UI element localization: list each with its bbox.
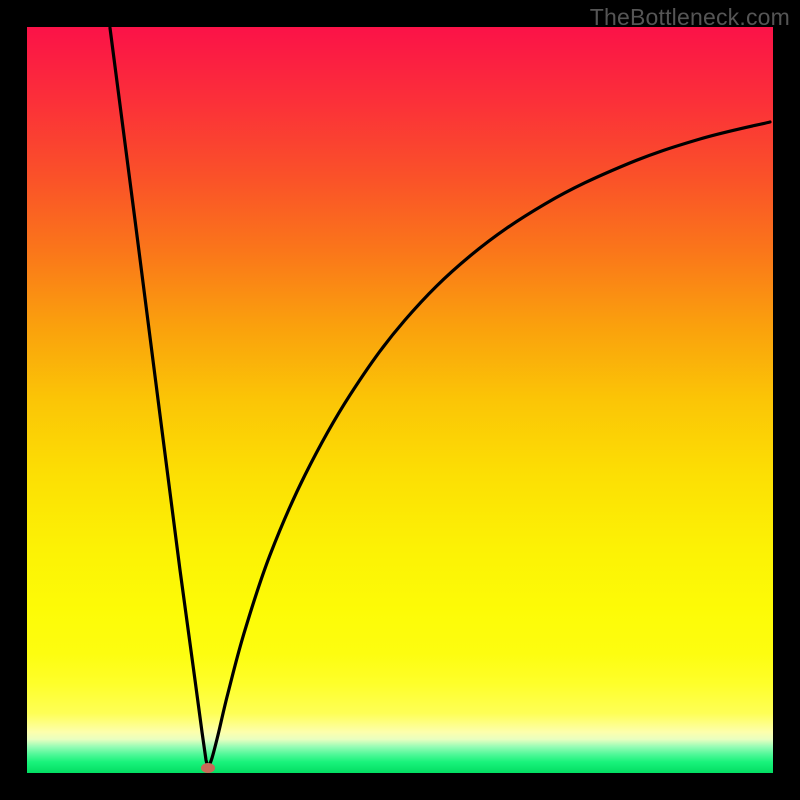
plot-svg [0,0,800,800]
chart-container: TheBottleneck.com [0,0,800,800]
minimum-marker [201,763,215,773]
watermark-text: TheBottleneck.com [590,4,790,31]
plot-area-bg [27,27,773,773]
